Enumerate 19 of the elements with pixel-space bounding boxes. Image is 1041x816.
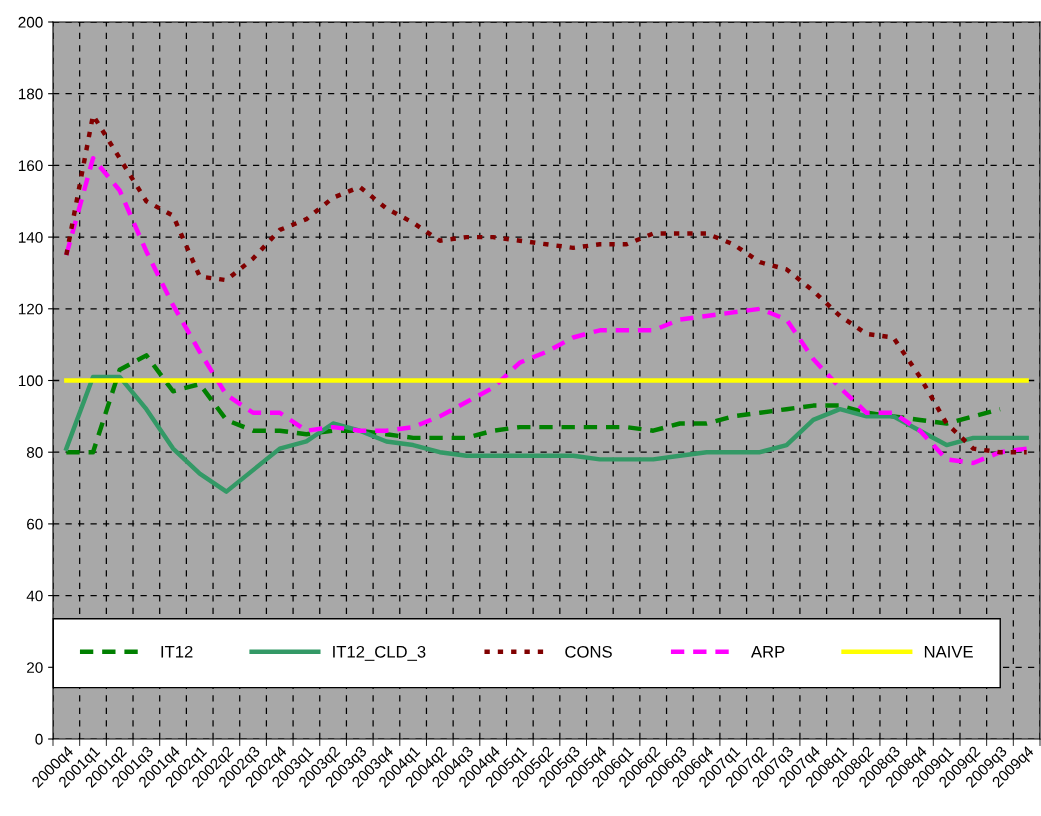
legend-label: NAIVE (924, 646, 973, 658)
y-tick-label: 20 (27, 662, 43, 673)
legend-label: ARP (750, 646, 785, 658)
y-tick-label: 180 (18, 88, 43, 100)
y-tick-label: 140 (18, 231, 43, 243)
y-tick-label: 160 (18, 160, 43, 172)
y-tick-label: 40 (26, 590, 43, 602)
y-tick-label: 120 (18, 303, 43, 315)
y-tick-label: 200 (18, 16, 43, 28)
line-series (64, 156, 1029, 466)
y-tick-label: 0 (35, 733, 43, 745)
y-tick-label: 80 (26, 447, 43, 458)
y-tick-label: 100 (18, 375, 43, 387)
line-series (64, 353, 1003, 455)
legend-label: IT12 (161, 645, 193, 658)
y-tick-label: 60 (27, 518, 43, 530)
legend-label: IT12_CLD_3 (333, 645, 426, 661)
legend-label: CONS (565, 645, 612, 658)
line-series (64, 374, 1029, 494)
